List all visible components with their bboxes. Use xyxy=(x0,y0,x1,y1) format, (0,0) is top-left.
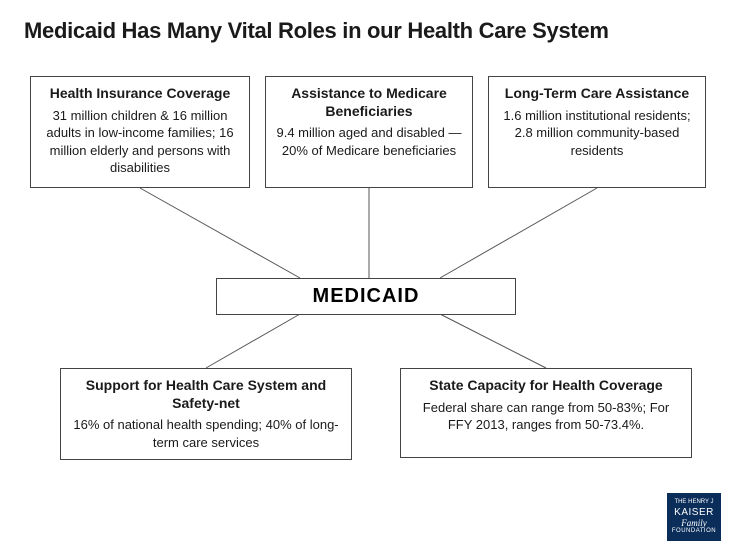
box-support-health-system: Support for Health Care System and Safet… xyxy=(60,368,352,460)
box-heading: Long-Term Care Assistance xyxy=(499,85,695,103)
box-heading: Support for Health Care System and Safet… xyxy=(71,377,341,412)
logo-line2: KAISER xyxy=(674,507,714,518)
logo-line4: FOUNDATION xyxy=(672,528,716,535)
box-state-capacity: State Capacity for Health Coverage Feder… xyxy=(400,368,692,458)
box-medicaid-center: MEDICAID xyxy=(216,278,516,315)
box-body: Federal share can range from 50-83%; For… xyxy=(411,399,681,434)
box-assistance-medicare: Assistance to Medicare Beneficiaries 9.4… xyxy=(265,76,473,188)
box-heading: Assistance to Medicare Beneficiaries xyxy=(276,85,462,120)
box-long-term-care: Long-Term Care Assistance 1.6 million in… xyxy=(488,76,706,188)
logo-line3: Family xyxy=(681,519,707,529)
box-body: 1.6 million institutional residents; 2.8… xyxy=(499,107,695,160)
box-body: 9.4 million aged and disabled — 20% of M… xyxy=(276,124,462,159)
box-body: 31 million children & 16 million adults … xyxy=(41,107,239,177)
box-heading: State Capacity for Health Coverage xyxy=(411,377,681,395)
box-heading: Health Insurance Coverage xyxy=(41,85,239,103)
logo-line1: THE HENRY J xyxy=(674,499,713,506)
box-health-insurance-coverage: Health Insurance Coverage 31 million chi… xyxy=(30,76,250,188)
page-title: Medicaid Has Many Vital Roles in our Hea… xyxy=(24,18,609,44)
center-label: MEDICAID xyxy=(313,285,420,307)
kaiser-logo: THE HENRY J KAISER Family FOUNDATION xyxy=(667,493,721,541)
box-body: 16% of national health spending; 40% of … xyxy=(71,416,341,451)
